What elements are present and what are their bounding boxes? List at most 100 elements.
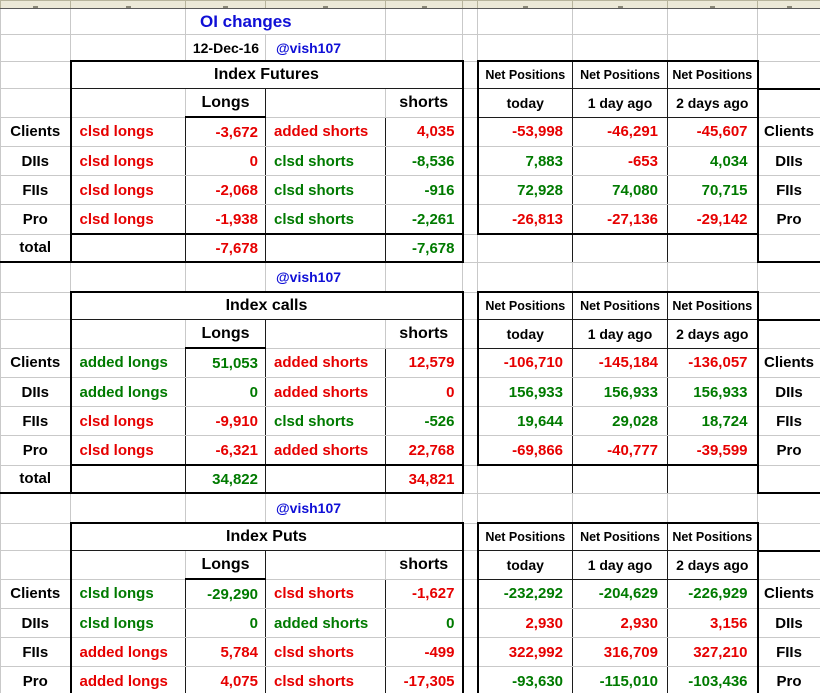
net-positions-header[interactable]: Net Positions — [572, 60, 668, 89]
net-value-today[interactable]: -26,813 — [476, 204, 573, 235]
cell[interactable] — [462, 261, 478, 293]
action-cell[interactable]: added shorts — [265, 377, 386, 407]
cell[interactable] — [385, 492, 463, 524]
column-header-remnant[interactable] — [477, 0, 573, 9]
row-label-right[interactable]: FIIs — [756, 406, 820, 436]
row-label[interactable]: Clients — [0, 116, 71, 147]
column-header-remnant[interactable] — [572, 0, 668, 9]
cell[interactable] — [462, 492, 478, 524]
net-value-1day[interactable]: 156,933 — [572, 377, 668, 407]
cell[interactable] — [667, 8, 758, 35]
cell[interactable] — [757, 8, 820, 35]
net-positions-header[interactable]: Net Positions — [476, 60, 573, 89]
net-value-2days[interactable]: -103,436 — [667, 666, 759, 693]
cell[interactable] — [0, 319, 71, 349]
net-positions-header[interactable]: Net Positions — [667, 291, 759, 320]
net-value-1day[interactable]: -40,777 — [572, 435, 668, 466]
cell[interactable] — [462, 637, 478, 667]
cell[interactable] — [462, 88, 478, 118]
net-value-today[interactable]: -53,998 — [476, 116, 573, 147]
row-label-right[interactable]: Clients — [756, 116, 820, 147]
row-label-right[interactable]: Pro — [756, 435, 820, 466]
cell[interactable] — [667, 464, 758, 494]
action-cell[interactable]: clsd longs — [69, 578, 186, 609]
net-value-1day[interactable]: 74,080 — [572, 175, 668, 205]
cell[interactable] — [462, 34, 478, 62]
net-value-2days[interactable]: -39,599 — [667, 435, 759, 466]
net-value-1day[interactable]: -653 — [572, 146, 668, 176]
net-positions-header[interactable]: Net Positions — [572, 291, 668, 320]
net-value-today[interactable]: 2,930 — [476, 608, 573, 638]
cell[interactable] — [385, 34, 463, 62]
cell[interactable] — [0, 8, 71, 35]
cell[interactable] — [69, 233, 186, 263]
longs-header[interactable]: Longs — [185, 550, 266, 580]
net-value-today[interactable]: 19,644 — [476, 406, 573, 436]
action-cell[interactable]: clsd shorts — [265, 666, 386, 693]
cell[interactable] — [462, 116, 478, 147]
cell[interactable] — [756, 464, 820, 494]
column-header-remnant[interactable] — [70, 0, 186, 9]
net-value-1day[interactable]: -145,184 — [572, 347, 668, 378]
net-value-today[interactable]: 72,928 — [476, 175, 573, 205]
row-label-right[interactable]: DIIs — [756, 608, 820, 638]
section-title-calls[interactable]: Index calls — [69, 291, 464, 320]
action-cell[interactable]: added shorts — [265, 116, 386, 147]
cell[interactable] — [756, 233, 820, 263]
action-cell[interactable]: added longs — [69, 347, 186, 378]
value-cell[interactable]: 4,075 — [185, 666, 266, 693]
value-cell[interactable]: -6,321 — [185, 435, 266, 466]
cell[interactable] — [265, 550, 386, 580]
value-cell[interactable]: 22,768 — [385, 435, 464, 466]
cell[interactable] — [0, 492, 71, 524]
action-cell[interactable]: added longs — [69, 377, 186, 407]
cell[interactable] — [462, 666, 478, 693]
row-label[interactable]: FIIs — [0, 175, 71, 205]
net-subheader-today[interactable]: today — [476, 88, 573, 118]
cell[interactable] — [477, 492, 573, 524]
cell[interactable] — [0, 34, 71, 62]
cell[interactable] — [462, 435, 478, 466]
cell[interactable] — [462, 608, 478, 638]
row-label[interactable]: Pro — [0, 204, 71, 235]
cell[interactable] — [757, 522, 820, 551]
longs-header[interactable]: Longs — [185, 88, 266, 118]
cell[interactable] — [462, 550, 478, 580]
action-cell[interactable]: clsd shorts — [265, 637, 386, 667]
cell[interactable] — [477, 261, 573, 293]
action-cell[interactable]: added longs — [69, 666, 186, 693]
cell[interactable] — [667, 492, 758, 524]
cell[interactable] — [385, 261, 463, 293]
cell[interactable] — [572, 8, 668, 35]
value-cell[interactable]: -1,627 — [385, 578, 464, 609]
row-label-right[interactable]: DIIs — [756, 146, 820, 176]
cell[interactable] — [757, 60, 820, 89]
row-label[interactable]: DIIs — [0, 377, 71, 407]
total-shorts-value[interactable]: 34,821 — [385, 464, 464, 494]
row-label-right[interactable]: DIIs — [756, 377, 820, 407]
action-cell[interactable]: clsd longs — [69, 406, 186, 436]
cell[interactable] — [265, 88, 386, 118]
cell[interactable] — [70, 492, 186, 524]
action-cell[interactable]: clsd shorts — [265, 146, 386, 176]
cell[interactable] — [462, 406, 478, 436]
net-value-2days[interactable]: 156,933 — [667, 377, 759, 407]
cell[interactable] — [477, 8, 573, 35]
net-value-today[interactable]: -232,292 — [476, 578, 573, 609]
action-cell[interactable]: clsd longs — [69, 116, 186, 147]
date-cell[interactable]: 12-Dec-16 — [185, 34, 266, 62]
net-value-2days[interactable]: -136,057 — [667, 347, 759, 378]
value-cell[interactable]: -1,938 — [185, 204, 266, 235]
cell[interactable] — [667, 34, 758, 62]
row-label[interactable]: DIIs — [0, 146, 71, 176]
net-value-today[interactable]: -69,866 — [476, 435, 573, 466]
cell[interactable] — [385, 8, 463, 35]
shorts-header[interactable]: shorts — [385, 550, 464, 580]
row-label[interactable]: Pro — [0, 666, 71, 693]
cell[interactable] — [756, 318, 820, 349]
cell[interactable] — [70, 261, 186, 293]
row-label[interactable]: DIIs — [0, 608, 71, 638]
cell[interactable] — [572, 261, 668, 293]
handle-cell[interactable]: @vish107 — [265, 261, 386, 293]
net-value-2days[interactable]: 327,210 — [667, 637, 759, 667]
